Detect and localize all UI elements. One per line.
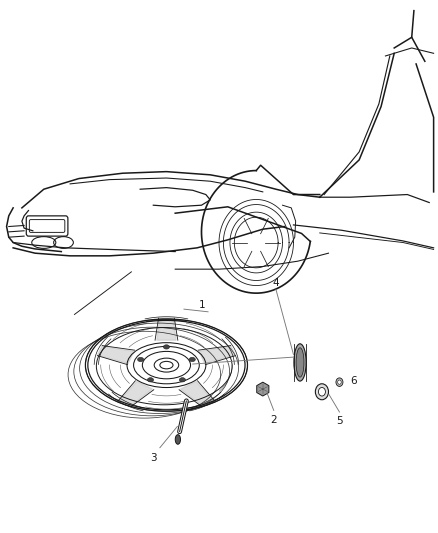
Ellipse shape (175, 434, 180, 444)
Ellipse shape (338, 380, 341, 384)
Polygon shape (120, 382, 152, 406)
Ellipse shape (318, 387, 325, 396)
Text: 4: 4 (272, 278, 279, 288)
Ellipse shape (179, 378, 185, 382)
Ellipse shape (315, 384, 328, 400)
Polygon shape (257, 382, 269, 396)
Ellipse shape (296, 348, 304, 377)
Ellipse shape (138, 357, 144, 361)
Text: 2: 2 (270, 415, 277, 425)
Text: 3: 3 (150, 453, 157, 463)
Ellipse shape (336, 378, 343, 386)
Text: 6: 6 (350, 376, 357, 386)
Polygon shape (98, 346, 134, 364)
Polygon shape (157, 318, 176, 340)
Polygon shape (180, 382, 213, 406)
Text: 1: 1 (198, 300, 205, 310)
Ellipse shape (163, 345, 170, 349)
Polygon shape (199, 346, 235, 364)
Text: 5: 5 (336, 416, 343, 426)
Ellipse shape (189, 357, 195, 361)
Ellipse shape (148, 378, 154, 382)
Ellipse shape (294, 344, 306, 381)
